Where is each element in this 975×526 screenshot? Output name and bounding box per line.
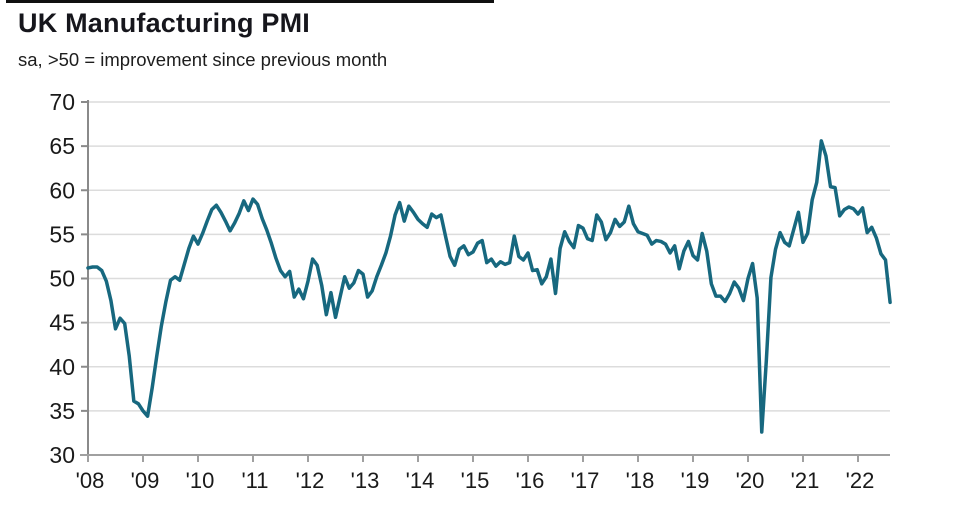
y-axis-label-35: 35 — [49, 398, 75, 424]
y-axis-label-60: 60 — [49, 177, 75, 203]
x-axis-label-08: '08 — [76, 468, 105, 493]
x-axis-label-20: '20 — [736, 468, 765, 493]
top-crop-artifact — [6, 0, 494, 3]
pmi-series-line — [86, 139, 892, 434]
y-axis-label-55: 55 — [49, 221, 75, 247]
x-axis-label-18: '18 — [626, 468, 655, 493]
x-axis-label-11: '11 — [241, 468, 268, 493]
y-axis-label-65: 65 — [49, 133, 75, 159]
x-axis-label-19: '19 — [681, 468, 710, 493]
x-axis-label-15: '15 — [461, 468, 490, 493]
y-axis-label-45: 45 — [49, 310, 75, 336]
x-axis-label-22: '22 — [846, 468, 875, 493]
x-axis-label-09: '09 — [131, 468, 160, 493]
x-axis-label-10: '10 — [186, 468, 215, 493]
y-axis-label-70: 70 — [49, 89, 75, 115]
x-axis-label-17: '17 — [571, 468, 600, 493]
y-axis-label-30: 30 — [49, 442, 75, 468]
chart-title: UK Manufacturing PMI — [18, 8, 310, 38]
x-axis-label-16: '16 — [516, 468, 545, 493]
x-axis-label-21: '21 — [791, 468, 820, 493]
chart-subtitle: sa, >50 = improvement since previous mon… — [18, 49, 388, 70]
y-axis-label-50: 50 — [49, 266, 75, 292]
x-axis-label-14: '14 — [406, 468, 435, 493]
y-axis-label-40: 40 — [49, 354, 75, 380]
x-axis-label-12: '12 — [296, 468, 325, 493]
x-axis-label-13: '13 — [351, 468, 380, 493]
